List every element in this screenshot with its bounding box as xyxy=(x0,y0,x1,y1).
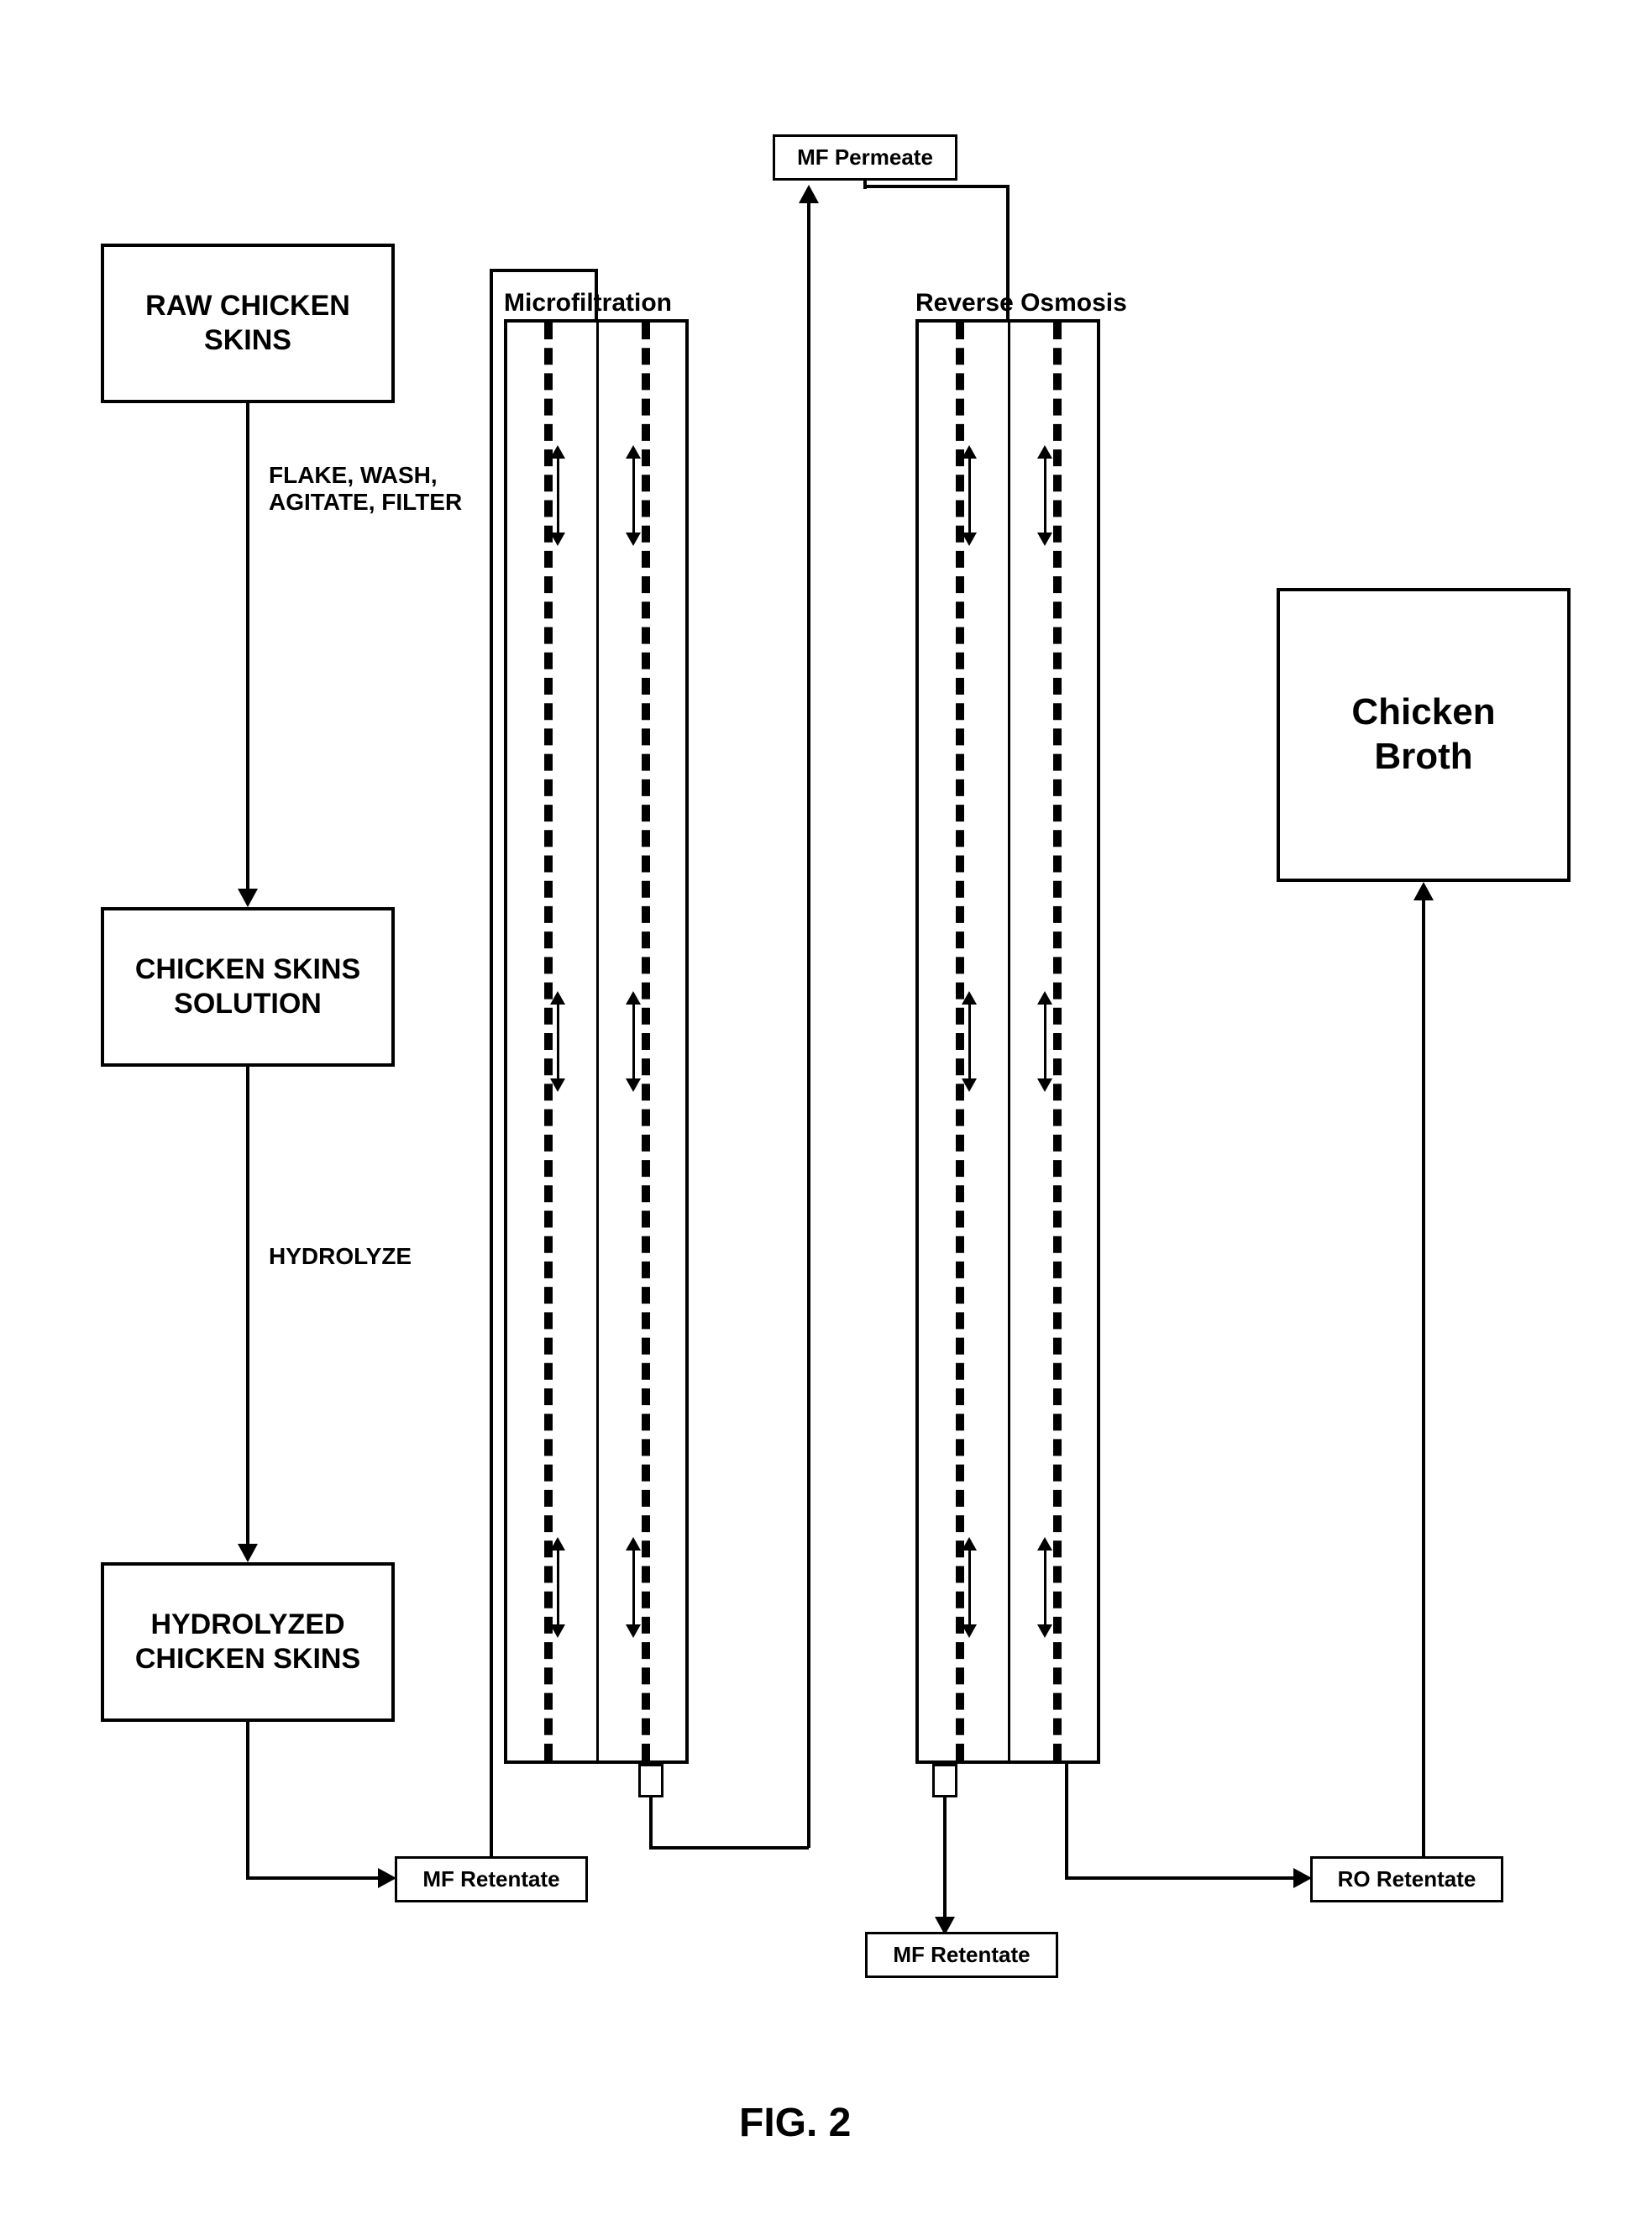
ro-out-l-v xyxy=(943,1797,947,1919)
arrow-hyd-right xyxy=(246,1876,380,1880)
mf-arr xyxy=(557,458,559,533)
step2-label: HYDROLYZE xyxy=(269,1243,412,1270)
perm-to-ro-h xyxy=(863,185,1008,188)
mf-arr xyxy=(557,1004,559,1079)
ro-arr xyxy=(1044,1004,1046,1079)
roret-up xyxy=(1422,899,1425,1856)
mf-out-head xyxy=(799,185,819,203)
mf-permeate-box: MF Permeate xyxy=(773,134,957,181)
ro-out-r-h xyxy=(1065,1876,1296,1880)
mf-title: Microfiltration xyxy=(504,289,672,317)
arrow-hyd-down xyxy=(246,1722,249,1878)
mf-retentate-box-1: MF Retentate xyxy=(395,1856,588,1902)
raw-chicken-box: RAW CHICKEN SKINS xyxy=(101,244,395,403)
ro-arr xyxy=(1044,1550,1046,1625)
solution-box: CHICKEN SKINS SOLUTION xyxy=(101,907,395,1067)
ro-arr xyxy=(968,1004,971,1079)
mf-retentate-box-2: MF Retentate xyxy=(865,1932,1058,1978)
arrow-raw-to-sol-head xyxy=(238,889,258,907)
arrow-sol-to-hyd-head xyxy=(238,1544,258,1562)
arrow-sol-to-hyd xyxy=(246,1067,249,1545)
mf-arr xyxy=(632,1004,635,1079)
mf-arr xyxy=(632,458,635,533)
ro-arr xyxy=(968,458,971,533)
mf-out-right xyxy=(649,1846,809,1850)
mf-bottom-port xyxy=(638,1764,663,1797)
step1-label: FLAKE, WASH, AGITATE, FILTER xyxy=(269,462,462,516)
mf-arr xyxy=(632,1550,635,1625)
ro-title: Reverse Osmosis xyxy=(915,289,1127,317)
mf-module xyxy=(504,319,689,1764)
ro-module xyxy=(915,319,1100,1764)
hydrolyzed-box: HYDROLYZED CHICKEN SKINS xyxy=(101,1562,395,1722)
ro-retentate-box: RO Retentate xyxy=(1310,1856,1503,1902)
mf-arr xyxy=(557,1550,559,1625)
ro-port-left xyxy=(932,1764,957,1797)
ro-arr xyxy=(1044,458,1046,533)
roret-head xyxy=(1413,882,1434,900)
chicken-broth-box: Chicken Broth xyxy=(1277,588,1571,882)
arrow-mfret-up xyxy=(490,269,493,1856)
ro-arr xyxy=(968,1550,971,1625)
figure-label: FIG. 2 xyxy=(739,2100,851,2146)
mf-out-up xyxy=(807,202,810,1848)
mf-out-down xyxy=(649,1797,653,1848)
arrow-hyd-head xyxy=(378,1868,396,1888)
mf-feed xyxy=(595,269,598,319)
arrow-raw-to-sol xyxy=(246,403,249,890)
ro-out-r-v xyxy=(1065,1764,1068,1878)
ro-out-r-head xyxy=(1293,1868,1312,1888)
